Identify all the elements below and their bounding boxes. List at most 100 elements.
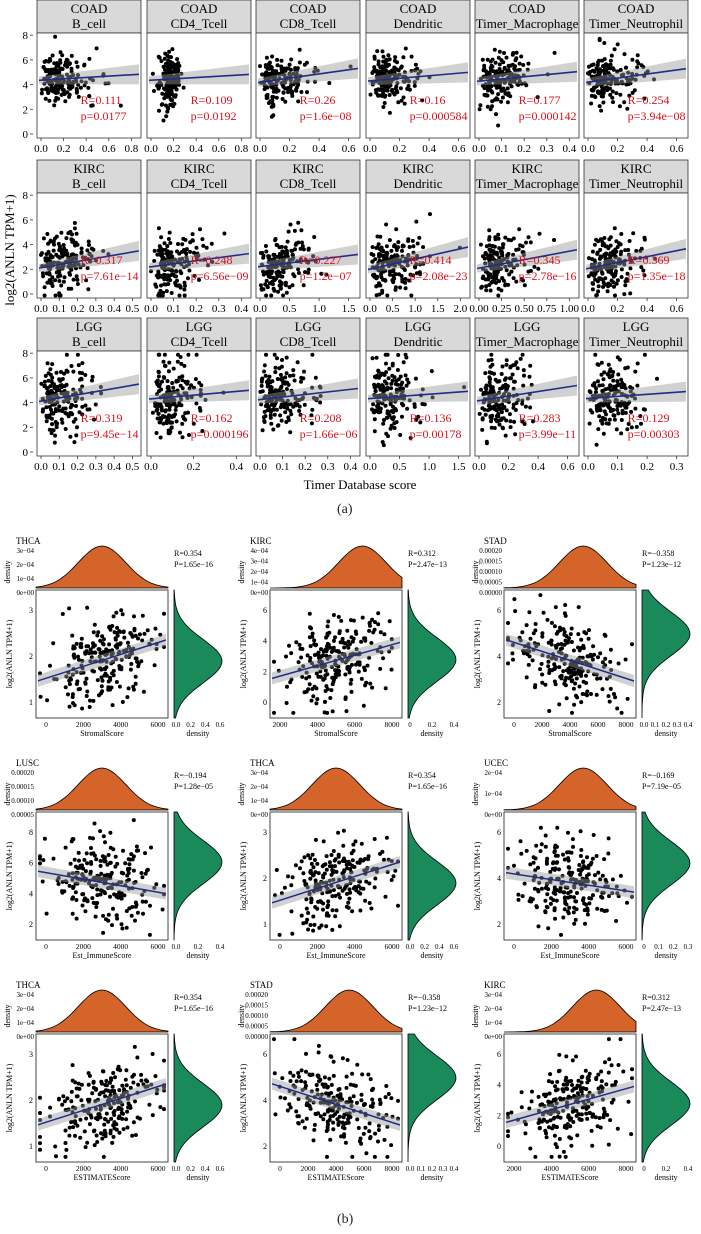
data-point: [279, 58, 284, 63]
data-point: [630, 90, 635, 95]
data-point: [606, 836, 611, 841]
facet-strip-cell: Dendritic: [393, 334, 442, 349]
data-point: [321, 901, 326, 906]
data-point: [546, 659, 551, 664]
top-density-tick: 0.00020: [11, 769, 34, 777]
data-point: [582, 630, 587, 635]
data-point: [626, 248, 631, 252]
data-point: [478, 387, 483, 392]
data-point: [538, 849, 543, 854]
data-point: [282, 73, 287, 78]
stat-r: R=0.177: [519, 93, 561, 107]
data-point: [384, 431, 389, 436]
data-point: [591, 644, 596, 649]
top-density-tick: 0.00015: [11, 783, 34, 791]
x-tick-label: 0.6: [212, 143, 226, 155]
data-point: [488, 107, 493, 112]
data-point: [312, 638, 317, 643]
data-point: [140, 613, 145, 618]
data-point: [383, 352, 388, 357]
x-tick-label: 0.5: [393, 461, 407, 473]
data-point: [170, 381, 175, 385]
data-point: [154, 408, 159, 413]
data-point: [325, 710, 330, 715]
data-point: [93, 901, 98, 906]
facet-strip: [36, 0, 142, 34]
y-tick-label: 8: [23, 30, 29, 42]
data-point: [280, 97, 285, 101]
data-point: [308, 876, 313, 881]
data-point: [359, 676, 364, 681]
data-point: [135, 910, 140, 915]
data-point: [168, 278, 173, 283]
data-point: [98, 858, 103, 863]
data-point: [506, 846, 510, 851]
facet-strip-cell: Timer_Neutrophil: [589, 334, 684, 349]
data-point: [336, 892, 341, 897]
data-point: [587, 389, 592, 394]
data-point: [152, 663, 157, 668]
data-point: [325, 905, 330, 910]
data-point: [272, 412, 277, 417]
top-density-curve: [269, 767, 403, 811]
data-point: [613, 269, 618, 274]
x-tick-label: 0.0: [144, 461, 158, 473]
data-point: [516, 897, 521, 902]
data-point: [483, 371, 488, 376]
data-point: [180, 374, 185, 379]
facet-strip-cell: Dendritic: [393, 176, 442, 191]
data-point: [420, 98, 425, 103]
data-point: [367, 901, 372, 905]
data-point: [506, 621, 510, 625]
data-point: [378, 851, 382, 856]
data-point: [278, 372, 283, 377]
data-point: [71, 80, 76, 85]
data-point: [347, 887, 352, 892]
data-point: [599, 360, 604, 365]
data-point: [561, 915, 566, 920]
data-point: [361, 858, 366, 863]
data-point: [179, 361, 184, 366]
data-point: [301, 283, 306, 288]
data-point: [289, 651, 294, 656]
data-point: [498, 386, 503, 391]
data-point: [139, 871, 144, 875]
data-point: [504, 358, 509, 363]
stat-p: p=0.000196: [191, 427, 249, 441]
data-point: [483, 251, 488, 255]
data-point: [314, 701, 319, 706]
facet-strip-cell: CD8_Tcell: [280, 176, 337, 191]
scatter-x-tick: 0: [512, 942, 516, 951]
data-point: [63, 99, 68, 104]
data-point: [103, 667, 108, 672]
data-point: [561, 852, 565, 857]
data-point: [551, 860, 556, 865]
data-point: [374, 284, 379, 289]
data-point: [592, 242, 597, 247]
data-point: [526, 662, 531, 667]
data-point: [174, 87, 179, 92]
data-point: [520, 630, 525, 635]
facet-strip-cancer: LGG: [186, 319, 213, 334]
top-density-curve: [35, 767, 169, 811]
regression-line: [367, 71, 469, 82]
data-point: [176, 61, 181, 66]
data-point: [106, 912, 111, 917]
data-point: [572, 921, 577, 926]
data-point: [276, 423, 281, 428]
data-point: [600, 687, 605, 692]
data-point: [522, 283, 527, 288]
stat-p: p=6.56e−09: [191, 269, 249, 283]
data-point: [502, 51, 506, 55]
data-point: [589, 896, 594, 901]
data-point: [304, 906, 309, 911]
data-point: [400, 279, 405, 284]
data-point: [380, 288, 385, 293]
facet-strip-cancer: COAD: [181, 1, 218, 16]
data-point: [512, 379, 517, 384]
data-point: [528, 363, 533, 368]
data-point: [55, 81, 60, 86]
